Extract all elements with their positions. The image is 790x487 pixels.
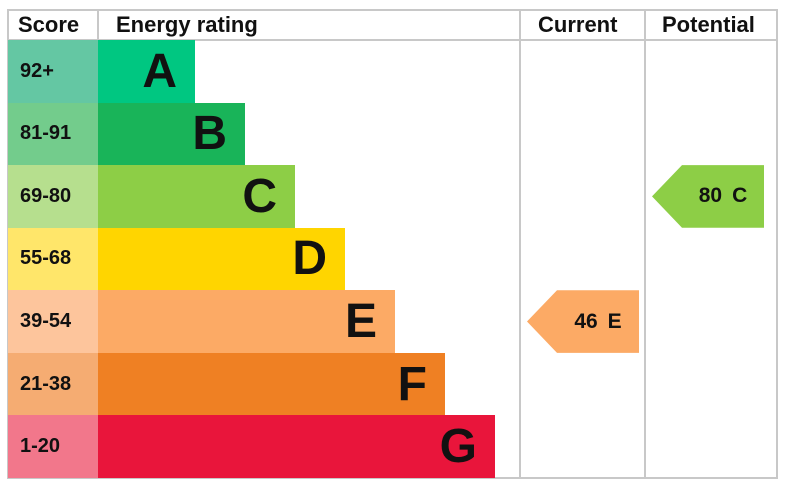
band-bar-e: E	[98, 290, 395, 353]
band-score-f: 21-38	[8, 352, 98, 416]
current-rating-arrow: 46 E	[527, 290, 639, 353]
header-current: Current	[538, 12, 618, 37]
current-divider	[519, 9, 521, 479]
potential-value: 80	[698, 184, 723, 208]
band-bar-f: F	[98, 352, 445, 416]
band-bar-d: D	[98, 227, 345, 291]
band-bar-a: A	[98, 40, 195, 103]
current-letter: E	[607, 309, 622, 333]
band-score-d: 55-68	[8, 227, 98, 291]
band-bar-b: B	[98, 102, 245, 166]
header-score: Score	[18, 12, 80, 37]
right-border	[776, 9, 778, 479]
bottom-border	[8, 477, 778, 479]
potential-letter: C	[732, 184, 748, 208]
band-bar-g: G	[98, 415, 495, 478]
top-border	[8, 9, 778, 11]
header-potential: Potential	[662, 12, 755, 37]
band-score-g: 1-20	[8, 415, 98, 478]
band-bar-c: C	[98, 165, 295, 228]
potential-rating-arrow: 80 C	[652, 165, 764, 228]
header-border	[8, 39, 778, 41]
band-score-b: 81-91	[8, 102, 98, 166]
score-divider	[97, 9, 99, 40]
header-energy-rating: Energy rating	[116, 12, 258, 37]
current-value: 46	[574, 309, 598, 333]
potential-divider	[644, 9, 646, 479]
band-score-a: 92+	[8, 40, 98, 103]
band-score-c: 69-80	[8, 165, 98, 228]
band-score-e: 39-54	[8, 290, 98, 353]
